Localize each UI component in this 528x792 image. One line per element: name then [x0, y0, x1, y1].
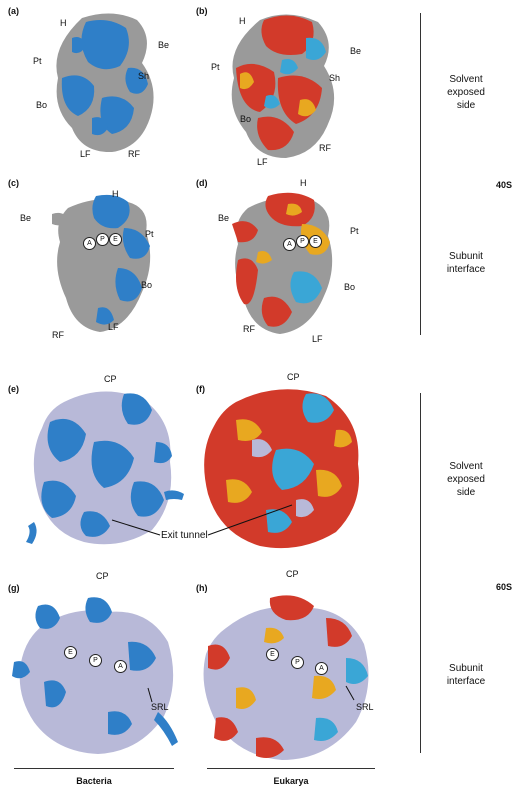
label-central-protuberance: CP	[104, 374, 117, 384]
p-site: P	[291, 656, 304, 669]
e-site: E	[266, 648, 279, 661]
ribosome-render-f	[204, 389, 360, 549]
eukarya-rule	[207, 768, 375, 769]
label-body: Bo	[344, 282, 356, 292]
label-shoulder: Sh	[329, 73, 341, 83]
label-head: H	[60, 18, 67, 28]
domain-label-bacteria: Bacteria	[76, 776, 112, 786]
side-label-solvent-exposed-40s: Solvent exposed side	[447, 74, 485, 111]
label-left-foot: LF	[257, 157, 268, 167]
panel-label-a: (a)	[8, 6, 19, 16]
side-label-subunit-interface-40s: Subunit interface	[446, 251, 486, 275]
side-label-subunit-interface-60s: Subunit interface	[446, 663, 486, 687]
label-beak: Be	[158, 40, 170, 50]
e-site: E	[64, 646, 77, 659]
label-beak: Be	[218, 213, 230, 223]
label-central-protuberance: CP	[287, 372, 300, 382]
label-left-foot: LF	[312, 334, 323, 344]
label-sarcin-ricin-loop: SRL	[356, 702, 374, 712]
label-head: H	[300, 178, 307, 188]
label-beak: Be	[350, 46, 362, 56]
label-central-protuberance: CP	[286, 569, 299, 579]
p-site: P	[89, 654, 102, 667]
panel-label-c: (c)	[8, 178, 19, 188]
ribosome-render-d	[232, 192, 333, 334]
bracket-60s	[420, 393, 421, 753]
a-site: A	[83, 237, 96, 250]
label-platform: Pt	[211, 62, 220, 72]
label-platform: Pt	[33, 56, 42, 66]
label-body: Bo	[36, 100, 48, 110]
a-site: A	[283, 238, 296, 251]
e-site: E	[109, 233, 122, 246]
ribosome-render-h	[203, 595, 369, 760]
label-beak: Be	[20, 213, 32, 223]
subunit-label-40s: 40S	[496, 180, 513, 190]
a-site: A	[315, 662, 328, 675]
label-shoulder: Sh	[138, 71, 150, 81]
p-site: P	[296, 235, 309, 248]
bracket-40s	[420, 13, 421, 335]
label-right-foot: RF	[52, 330, 64, 340]
label-sarcin-ricin-loop: SRL	[151, 702, 169, 712]
ribosome-render-a	[56, 13, 154, 153]
subunit-label-60s: 60S	[496, 582, 513, 592]
a-site: A	[114, 660, 127, 673]
bacteria-rule	[14, 768, 174, 769]
ribosome-render-e	[26, 391, 184, 545]
label-body: Bo	[240, 114, 252, 124]
p-site: P	[96, 233, 109, 246]
panel-label-h: (h)	[196, 583, 208, 593]
panel-label-b: (b)	[196, 6, 208, 16]
label-right-foot: RF	[243, 324, 255, 334]
label-right-foot: RF	[128, 149, 140, 159]
label-platform: Pt	[145, 229, 154, 239]
ribosome-render-c	[52, 194, 151, 332]
panel-label-e: (e)	[8, 384, 19, 394]
side-label-solvent-exposed-60s: Solvent exposed side	[447, 461, 485, 498]
label-exit-tunnel: Exit tunnel	[161, 530, 208, 541]
label-platform: Pt	[350, 226, 359, 236]
label-right-foot: RF	[319, 143, 331, 153]
label-head: H	[112, 189, 119, 199]
label-central-protuberance: CP	[96, 571, 109, 581]
panel-label-g: (g)	[8, 583, 20, 593]
panel-label-f: (f)	[196, 384, 205, 394]
label-body: Bo	[141, 280, 153, 290]
label-left-foot: LF	[80, 149, 91, 159]
label-left-foot: LF	[108, 322, 119, 332]
label-head: H	[239, 16, 246, 26]
e-site: E	[309, 235, 322, 248]
ribosome-render-g	[12, 597, 178, 754]
panel-label-d: (d)	[196, 178, 208, 188]
ribosome-render-b	[231, 14, 335, 159]
domain-label-eukarya: Eukarya	[273, 776, 309, 786]
